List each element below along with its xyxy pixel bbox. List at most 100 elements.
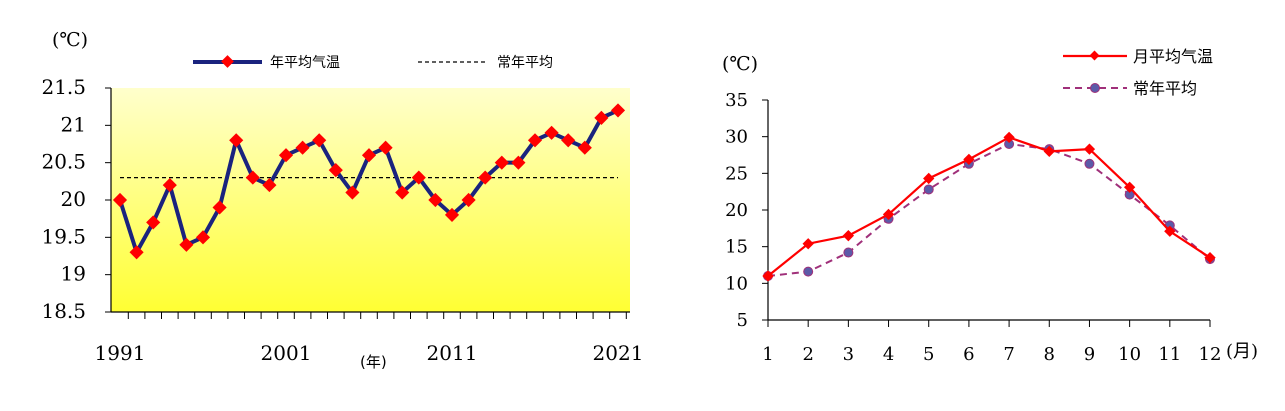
chart1-data-point (328, 163, 343, 178)
chart2-unit-label: (℃) (722, 53, 758, 75)
chart1-y-tick-label: 18.5 (41, 299, 86, 323)
chart1-data-point (378, 140, 393, 155)
chart1-legend-annual-label: 年平均气温 (270, 55, 340, 71)
chart1-data-point (478, 170, 493, 185)
chart1-data-point (561, 133, 576, 148)
chart2-y-tick-labels: 35 30 25 20 15 10 5 (725, 90, 748, 331)
chart1-x-tick-label: 1991 (95, 341, 146, 365)
chart1-data-point (511, 155, 526, 170)
chart2-y-tick-label: 5 (737, 310, 748, 331)
chart2-normal-data-point (923, 184, 934, 195)
chart1-data-point (527, 133, 543, 148)
chart2-normal-data-point (1084, 158, 1095, 169)
chart2-monthly-data-point (882, 208, 895, 221)
chart2-x-tick-label: 6 (963, 344, 974, 365)
chart2-normal-data-point (803, 266, 814, 277)
chart1-y-tick-label: 19 (61, 262, 86, 286)
chart1-y-tick-label: 20 (61, 187, 86, 211)
chart1-data-point (345, 185, 360, 200)
chart1-data-point (312, 133, 327, 148)
chart1-data-point (278, 148, 294, 163)
chart1-data-point (494, 155, 509, 170)
chart1-data-point (229, 133, 244, 148)
chart1-annual-series-markers (112, 103, 626, 260)
chart1-x-axis-label: (年) (360, 353, 387, 371)
chart2-axes (762, 99, 1211, 327)
chart2-normal-series-line (767, 142, 1211, 277)
chart2-x-tick-label: 2 (802, 344, 813, 365)
chart2-monthly-data-point (1003, 131, 1015, 144)
chart2-monthly-data-point (762, 270, 774, 282)
chart2-x-tick-labels: 1 2 3 4 5 6 7 8 9 10 11 12 (762, 344, 1221, 365)
chart2-x-tick-label: 1 (762, 344, 773, 365)
chart1-data-point (461, 192, 476, 208)
chart1-data-point (129, 245, 144, 260)
chart1-y-tick-label: 20.5 (41, 150, 86, 174)
chart1-y-tick-label: 21.5 (41, 75, 86, 99)
chart1-legend-annual-marker (221, 55, 234, 68)
chart1-x-tick-label: 2001 (261, 341, 312, 365)
chart1-x-tick-label: 2011 (427, 341, 478, 365)
chart2-monthly-data-point (1043, 145, 1055, 157)
chart1-plot-background (111, 88, 630, 312)
chart1-legend-normal-label: 常年平均 (497, 55, 553, 71)
chart1-data-point (428, 192, 443, 208)
chart2-monthly-data-point (923, 172, 935, 185)
chart1-data-point (395, 185, 410, 200)
chart1-data-point (262, 177, 277, 193)
chart2-monthly-data-point (802, 238, 814, 250)
chart2-monthly-data-point (1123, 181, 1136, 193)
chart2-x-tick-label: 8 (1044, 344, 1055, 365)
chart1-y-tick-label: 21 (61, 112, 86, 136)
chart2-y-tick-label: 10 (725, 273, 748, 294)
chart2-legend: 月平均气温 常年平均 (1063, 47, 1213, 98)
chart2-x-tick-label: 10 (1118, 344, 1141, 365)
chart1-y-tick-labels: 21.5 21 20.5 20 19.5 19 18.5 (41, 75, 86, 323)
chart2-monthly-series-markers (762, 131, 1216, 282)
chart1-data-point (179, 237, 194, 252)
chart1-data-point (295, 140, 310, 155)
chart2-x-tick-label: 4 (883, 344, 894, 365)
chart2-x-tick-label: 9 (1084, 344, 1095, 365)
chart1-x-tick-label: 2021 (593, 341, 644, 365)
chart2-x-tick-label: 11 (1158, 344, 1181, 365)
chart2-x-tick-label: 7 (1003, 344, 1014, 365)
chart2-monthly-data-point (1164, 225, 1176, 237)
chart2-normal-data-point (843, 247, 854, 258)
chart1-x-tick-labels: 1991 2001 2011 2021 (95, 341, 644, 365)
chart1-data-point (577, 140, 592, 155)
chart2-x-axis-label: (月) (1226, 341, 1258, 362)
chart2-y-tick-label: 35 (725, 90, 748, 111)
chart1-data-point (162, 177, 177, 193)
chart1-data-point (195, 230, 211, 245)
chart1-data-point (594, 110, 609, 125)
chart2-monthly-data-point (1083, 143, 1096, 155)
chart2-y-tick-label: 25 (725, 163, 748, 184)
chart2-x-tick-label: 3 (843, 344, 854, 365)
chart1-data-point (146, 215, 161, 230)
chart1-legend: 年平均气温 常年平均 (193, 55, 553, 71)
chart2-y-tick-label: 30 (725, 127, 748, 148)
chart2-y-tick-label: 20 (725, 200, 748, 221)
chart2-legend-monthly-marker (1089, 50, 1100, 61)
chart2-legend-normal-marker (1090, 83, 1100, 93)
chart2-normal-series-markers (763, 139, 1215, 281)
chart2-x-tick-label: 12 (1199, 344, 1222, 365)
chart1-data-point (361, 148, 377, 163)
chart2-monthly-data-point (963, 153, 975, 166)
chart2-monthly-data-point (842, 230, 855, 242)
chart1-data-point (444, 207, 460, 223)
chart1-unit-label: (℃) (52, 29, 88, 51)
chart1-axes (105, 87, 630, 319)
chart1-data-point (610, 103, 626, 118)
chart1-data-point (411, 170, 426, 185)
chart2-y-tick-label: 15 (725, 237, 748, 258)
chart2-monthly-series-line (767, 136, 1211, 277)
chart2-legend-normal-label: 常年平均 (1133, 79, 1197, 98)
chart1-y-tick-label: 19.5 (41, 224, 86, 248)
chart1-data-point (544, 125, 559, 140)
chart2-x-tick-label: 5 (923, 344, 934, 365)
